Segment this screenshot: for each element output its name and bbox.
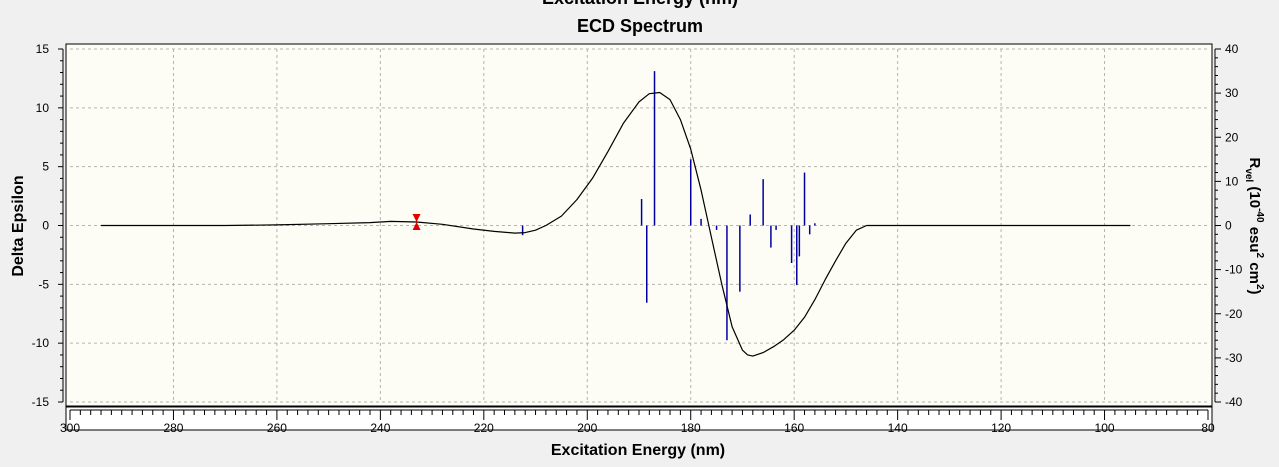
y-tick-label: 0 bbox=[42, 219, 49, 233]
x-axis-frame bbox=[65, 406, 1213, 431]
y-tick-label: -10 bbox=[32, 336, 50, 350]
y-tick-label: -5 bbox=[38, 277, 49, 291]
y2-tick-label: 20 bbox=[1225, 130, 1239, 144]
x-axis: 300 280 260 240 220 200 180 160 140 120 100 80 bbox=[60, 409, 1215, 435]
y2-tick-label: 10 bbox=[1225, 174, 1239, 188]
x-tick-label: 80 bbox=[1201, 421, 1215, 435]
rotatory-strength-sticks bbox=[521, 71, 816, 341]
curve-line bbox=[101, 91, 1131, 357]
y2-tick-label: -40 bbox=[1225, 395, 1243, 409]
y-axis-left: 15 10 5 0 -5 -10 -15 bbox=[32, 42, 64, 409]
y2-tick-label: -30 bbox=[1225, 351, 1243, 365]
markers bbox=[412, 213, 421, 230]
y-axis-label: Delta Epsilon bbox=[10, 175, 27, 276]
x-tick-label: 160 bbox=[784, 421, 804, 435]
y2-axis-label: Rvel (10-40 esu2 cm2) bbox=[1243, 157, 1265, 294]
x-tick-label: 200 bbox=[577, 421, 597, 435]
x-tick-label: 100 bbox=[1095, 421, 1115, 435]
y-tick-label: -15 bbox=[32, 395, 50, 409]
selection-marker bbox=[412, 213, 421, 230]
x-tick-label: 260 bbox=[267, 421, 287, 435]
x-tick-label: 120 bbox=[991, 421, 1011, 435]
y2-tick-label: 0 bbox=[1225, 219, 1232, 233]
x-axis-label: Excitation Energy (nm) bbox=[551, 442, 725, 459]
y-tick-label: 5 bbox=[42, 160, 49, 174]
x-tick-label: 140 bbox=[888, 421, 908, 435]
ecd-curve bbox=[101, 91, 1131, 357]
y2-tick-label: -10 bbox=[1225, 263, 1243, 277]
y2-tick-label: 30 bbox=[1225, 86, 1239, 100]
y2-tick-label: 40 bbox=[1225, 42, 1239, 56]
x-tick-label: 240 bbox=[370, 421, 390, 435]
chart-title: ECD Spectrum bbox=[577, 16, 703, 36]
y2-tick-label: -20 bbox=[1225, 307, 1243, 321]
y-tick-label: 15 bbox=[36, 42, 50, 56]
x-tick-label: 280 bbox=[163, 421, 183, 435]
y-tick-label: 10 bbox=[36, 101, 50, 115]
x-tick-label: 220 bbox=[474, 421, 494, 435]
x-tick-label: 180 bbox=[681, 421, 701, 435]
window-clipped-title: Excitation Energy (nm) bbox=[542, 0, 738, 8]
x-tick-label: 300 bbox=[60, 421, 80, 435]
y-axis-right: 40 30 20 10 0 -10 -20 -30 -40 bbox=[1214, 42, 1243, 409]
